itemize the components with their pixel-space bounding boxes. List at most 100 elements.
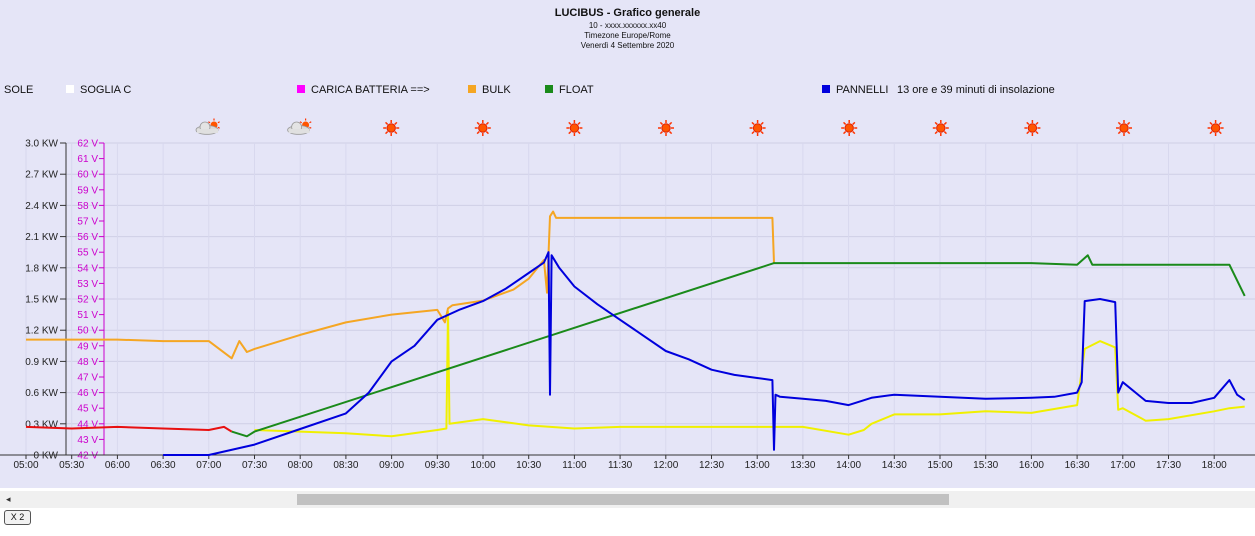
- volt-tick-label: 47 V: [77, 373, 98, 384]
- x-tick-label: 15:00: [927, 460, 952, 471]
- series-line-float: [231, 254, 1246, 438]
- sun-icon: [566, 120, 583, 136]
- x-tick-label: 13:30: [790, 460, 815, 471]
- kw-tick-label: 2.7 KW: [25, 170, 58, 181]
- chart-plot: 0 KW 0.3 KW 0.6 KW 0.9 KW 1.2 KW 1.5 KW 1.8 KW…: [0, 118, 1255, 471]
- volt-tick-label: 44 V: [77, 419, 98, 430]
- volt-tick-label: 49 V: [77, 341, 98, 352]
- insolazione-text: 13 ore e 39 minuti di insolazione: [897, 84, 1055, 96]
- legend-soglia-swatch: [66, 85, 74, 93]
- legend-float-label: FLOAT: [559, 84, 594, 96]
- sun-icon: [749, 120, 766, 136]
- volt-tick-label: 59 V: [77, 185, 98, 196]
- legend-float[interactable]: FLOAT: [545, 84, 594, 96]
- horizontal-scrollbar[interactable]: ◂: [0, 491, 1255, 508]
- volt-tick-label: 60 V: [77, 170, 98, 181]
- series-line-bulk: [26, 210, 775, 360]
- scroll-left-arrow-icon[interactable]: ◂: [6, 494, 11, 504]
- legend-pannelli[interactable]: PANNELLI: [822, 84, 888, 96]
- legend-pannelli-swatch: [822, 85, 830, 93]
- volt-tick-label: 51 V: [77, 310, 98, 321]
- chart-area: LUCIBUS - Grafico generale 10 - xxxx.xxx…: [0, 0, 1255, 488]
- timezone: Timezone Europe/Rome: [584, 31, 671, 40]
- volt-tick-label: 54 V: [77, 263, 98, 274]
- zoom-x2-button[interactable]: X 2: [4, 510, 31, 525]
- sun-icon: [1116, 120, 1132, 136]
- kw-tick-label: 0.3 KW: [25, 419, 58, 430]
- legend-bulk-label: BULK: [482, 84, 511, 96]
- kw-tick-label: 2.4 KW: [25, 201, 58, 212]
- x-tick-label: 16:30: [1065, 460, 1090, 471]
- x-tick-label: 17:00: [1110, 460, 1135, 471]
- legend-pannelli-label: PANNELLI: [836, 84, 889, 96]
- x-tick-label: 14:00: [836, 460, 861, 471]
- x-tick-label: 15:30: [973, 460, 998, 471]
- x-tick-label: 10:30: [516, 460, 541, 471]
- kw-tick-label: 0.6 KW: [25, 388, 58, 399]
- partly-cloudy-icon: [287, 118, 312, 135]
- x-tick-label: 06:00: [105, 460, 130, 471]
- legend-bulk-swatch: [468, 85, 476, 93]
- device-id: 10 - xxxx.xxxxxx.xx40: [588, 21, 667, 30]
- legend-float-swatch: [545, 85, 553, 93]
- scrollbar-thumb[interactable]: [297, 494, 949, 505]
- chart-title: LUCIBUS - Grafico generale: [554, 7, 701, 19]
- sun-icon: [658, 120, 674, 136]
- sun-icon: [383, 120, 400, 136]
- x-tick-label: 07:30: [242, 460, 267, 471]
- volt-tick-label: 56 V: [77, 232, 98, 243]
- volt-tick-label: 61 V: [77, 154, 98, 165]
- x-tick-label: 07:00: [196, 460, 221, 471]
- legend-carica-label: CARICA BATTERIA ==>: [311, 84, 430, 96]
- legend-carica[interactable]: CARICA BATTERIA ==>: [297, 84, 430, 96]
- legend-carica-swatch: [297, 85, 305, 93]
- volt-tick-label: 48 V: [77, 357, 98, 368]
- x-tick-label: 05:00: [13, 460, 38, 471]
- legend-bulk[interactable]: BULK: [468, 84, 511, 96]
- x-tick-label: 11:30: [608, 460, 633, 471]
- x-tick-label: 17:30: [1156, 460, 1181, 471]
- kw-tick-label: 1.2 KW: [25, 326, 58, 337]
- legend-sole[interactable]: SOLE: [4, 84, 33, 96]
- x-tick-label: 08:00: [288, 460, 313, 471]
- x-tick-label: 16:00: [1019, 460, 1044, 471]
- series-line-pannelli: [163, 251, 1246, 456]
- x-tick-label: 05:30: [59, 460, 84, 471]
- volt-tick-label: 58 V: [77, 201, 98, 212]
- kw-tick-label: 1.5 KW: [25, 295, 58, 306]
- x-tick-label: 06:30: [151, 460, 176, 471]
- volt-tick-label: 55 V: [77, 248, 98, 259]
- volt-tick-label: 50 V: [77, 326, 98, 337]
- sun-icon: [1207, 120, 1224, 136]
- volt-tick-label: 45 V: [77, 404, 98, 415]
- series-line-carica: [25, 425, 233, 433]
- x-tick-label: 12:00: [653, 460, 678, 471]
- volt-tick-label: 57 V: [77, 217, 98, 228]
- volt-tick-label: 52 V: [77, 295, 98, 306]
- x-tick-label: 09:30: [425, 460, 450, 471]
- x-tick-label: 13:00: [745, 460, 770, 471]
- volt-tick-label: 53 V: [77, 279, 98, 290]
- x-tick-label: 12:30: [699, 460, 724, 471]
- legend-sole-label: SOLE: [4, 84, 34, 96]
- kw-tick-label: 3.0 KW: [25, 139, 58, 150]
- kw-tick-label: 2.1 KW: [25, 232, 58, 243]
- date: Venerdì 4 Settembre 2020: [580, 41, 675, 50]
- sun-icon: [474, 120, 491, 136]
- partly-cloudy-icon: [195, 118, 220, 135]
- legend-soglia-label: SOGLIA C: [80, 84, 132, 96]
- volt-tick-label: 62 V: [77, 139, 98, 150]
- legend-soglia[interactable]: SOGLIA C: [66, 84, 131, 96]
- x-tick-label: 11:00: [562, 460, 587, 471]
- volt-tick-label: 42 V: [77, 451, 98, 462]
- sun-icon: [841, 120, 858, 136]
- sun-icon: [932, 120, 949, 136]
- x-tick-label: 08:30: [333, 460, 358, 471]
- kw-tick-label: 1.8 KW: [25, 263, 58, 274]
- volt-tick-label: 46 V: [77, 388, 98, 399]
- kw-tick-label: 0.9 KW: [25, 357, 58, 368]
- kw-tick-label: 0 KW: [34, 451, 59, 462]
- x-tick-label: 18:00: [1202, 460, 1227, 471]
- x-tick-label: 10:00: [470, 460, 495, 471]
- volt-tick-label: 43 V: [77, 435, 98, 446]
